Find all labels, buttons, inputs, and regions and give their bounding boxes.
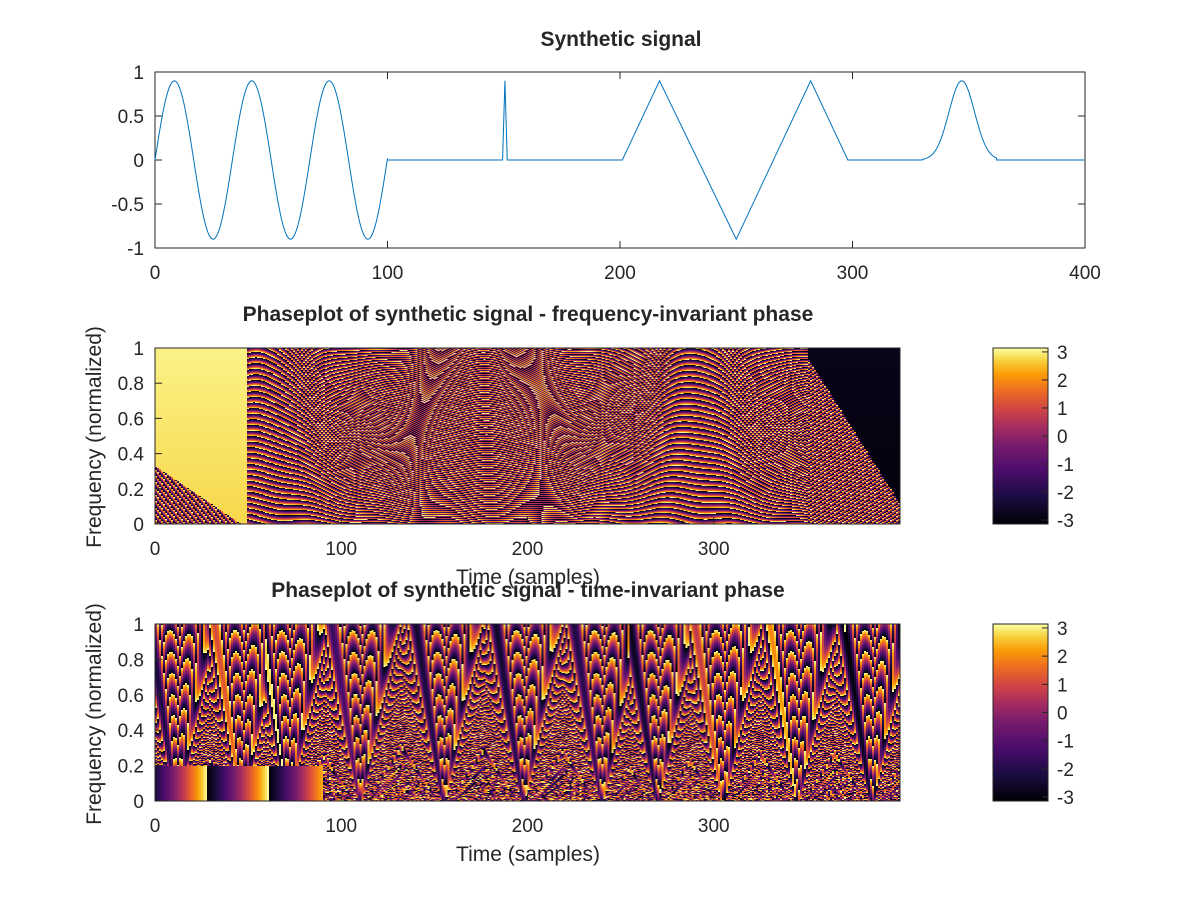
- phaseplot-freq-y-tick-label: 0.2: [118, 480, 144, 501]
- phaseplot-freq-colorbar-tick-label: -2: [1057, 483, 1074, 504]
- signal-y-tick-label: 0: [133, 151, 144, 172]
- signal-x-tick-label: 200: [604, 263, 636, 284]
- phaseplot-freq-heatmap: [155, 348, 900, 524]
- phaseplot-time-title: Phaseplot of synthetic signal - time-inv…: [271, 579, 784, 602]
- phaseplot-freq-colorbar-tick-label: 0: [1057, 427, 1068, 448]
- phaseplot-freq-title: Phaseplot of synthetic signal - frequenc…: [243, 303, 814, 326]
- phaseplot-freq-colorbar-tick-label: 3: [1057, 343, 1068, 364]
- phaseplot-time-y-tick-label: 1: [133, 615, 144, 636]
- phaseplot-freq-x-ticks: 0 100 200 300: [150, 517, 730, 560]
- signal-x-ticks: 0 100 200 300 400: [150, 72, 1101, 284]
- signal-panel: Synthetic signal 0 100 200 300 400 1 0.5 0 -0.5…: [111, 28, 1101, 284]
- phaseplot-time-colorbar-tick-label: -2: [1057, 760, 1074, 781]
- heatmap-raster: [155, 624, 900, 801]
- phaseplot-time-y-tick-label: 0.2: [118, 757, 144, 778]
- signal-x-tick-label: 300: [837, 263, 869, 284]
- phaseplot-time-colorbar-ticks: 3 2 1 0 -1 -2 -3: [1042, 619, 1074, 809]
- phaseplot-time-x-tick-label: 300: [698, 816, 730, 837]
- phaseplot-time-x-tick-label: 0: [150, 816, 161, 837]
- phaseplot-freq-panel: Phaseplot of synthetic signal - frequenc…: [83, 303, 1074, 589]
- phaseplot-freq-x-tick-label: 0: [150, 539, 161, 560]
- phaseplot-time-colorbar-tick-label: 1: [1057, 675, 1068, 696]
- phaseplot-time-colorbar-tick-label: -3: [1057, 788, 1074, 809]
- phaseplot-time-colorbar: [992, 623, 1049, 802]
- phaseplot-time-panel: Phaseplot of synthetic signal - time-inv…: [83, 579, 1074, 866]
- phaseplot-time-colorbar-tick-label: 0: [1057, 704, 1068, 725]
- heatmap-raster: [155, 348, 900, 524]
- phaseplot-freq-y-tick-label: 0.6: [118, 409, 144, 430]
- phaseplot-freq-colorbar-ticks: 3 2 1 0 -1 -2 -3: [1042, 343, 1074, 532]
- phaseplot-freq-ylabel: Frequency (normalized): [83, 326, 106, 548]
- phaseplot-time-ylabel: Frequency (normalized): [83, 603, 106, 825]
- phaseplot-time-y-ticks: 1 0.8 0.6 0.4 0.2 0: [118, 615, 162, 813]
- phaseplot-freq-y-tick-label: 1: [133, 339, 144, 360]
- phaseplot-freq-y-ticks: 1 0.8 0.6 0.4 0.2 0: [118, 339, 162, 536]
- phaseplot-time-x-tick-label: 200: [512, 816, 544, 837]
- phaseplot-freq-x-tick-label: 300: [698, 539, 730, 560]
- phaseplot-freq-colorbar-tick-label: 2: [1057, 371, 1068, 392]
- signal-y-tick-label: 0.5: [118, 107, 144, 128]
- signal-y-tick-label: -0.5: [111, 195, 144, 216]
- phaseplot-freq-y-tick-label: 0: [133, 515, 144, 536]
- phaseplot-time-colorbar-tick-label: -1: [1057, 732, 1074, 753]
- phaseplot-time-y-tick-label: 0.8: [118, 650, 144, 671]
- phaseplot-freq-y-tick-label: 0.4: [118, 445, 145, 466]
- signal-x-tick-label: 400: [1069, 263, 1101, 284]
- phaseplot-freq-x-tick-label: 100: [325, 539, 357, 560]
- phaseplot-freq-colorbar-tick-label: -1: [1057, 455, 1074, 476]
- phaseplot-time-x-ticks: 0 100 200 300: [150, 794, 730, 837]
- phaseplot-time-y-tick-label: 0.4: [118, 721, 145, 742]
- signal-series-line: [154, 79, 1085, 241]
- phaseplot-time-y-tick-label: 0.6: [118, 686, 144, 707]
- phaseplot-freq-colorbar-tick-label: 1: [1057, 399, 1068, 420]
- phaseplot-time-colorbar-tick-label: 3: [1057, 619, 1068, 640]
- signal-x-tick-label: 100: [372, 263, 404, 284]
- phaseplot-freq-y-tick-label: 0.8: [118, 374, 144, 395]
- phaseplot-time-x-tick-label: 100: [325, 816, 357, 837]
- signal-y-tick-label: -1: [127, 239, 144, 260]
- phaseplot-freq-colorbar: [992, 347, 1049, 525]
- phaseplot-time-colorbar-tick-label: 2: [1057, 647, 1068, 668]
- signal-title: Synthetic signal: [540, 28, 701, 51]
- phaseplot-time-y-tick-label: 0: [133, 792, 144, 813]
- phaseplot-freq-colorbar-tick-label: -3: [1057, 511, 1074, 532]
- phaseplot-freq-x-tick-label: 200: [512, 539, 544, 560]
- signal-plot-area: [154, 79, 1085, 241]
- signal-x-tick-label: 0: [150, 263, 161, 284]
- signal-y-ticks: 1 0.5 0 -0.5 -1: [111, 63, 1085, 260]
- phaseplot-time-xlabel: Time (samples): [456, 843, 600, 866]
- signal-y-tick-label: 1: [133, 63, 144, 84]
- phaseplot-freq-xlabel: Time (samples): [456, 566, 600, 589]
- phaseplot-time-heatmap: [155, 624, 900, 801]
